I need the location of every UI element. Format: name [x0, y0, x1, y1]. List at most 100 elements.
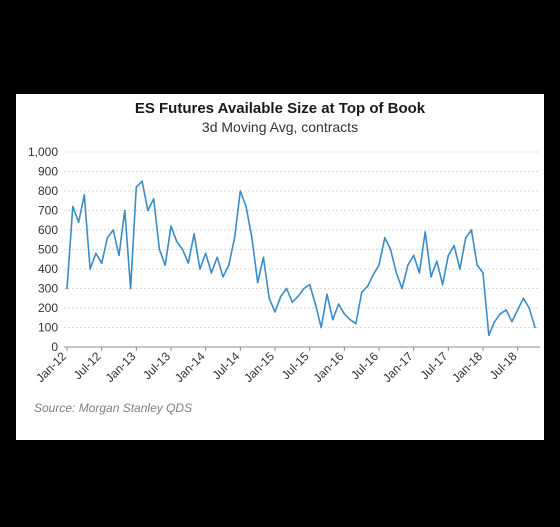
data-point — [193, 233, 195, 235]
data-point — [360, 291, 363, 294]
x-tick-label: Jul-14 — [209, 349, 242, 382]
data-point — [320, 326, 323, 329]
data-point — [499, 313, 502, 315]
data-point — [152, 198, 155, 200]
y-tick-label: 200 — [38, 301, 58, 315]
data-point — [118, 254, 120, 257]
data-point — [100, 262, 103, 264]
data-point — [355, 322, 357, 325]
data-point — [268, 297, 271, 300]
data-point — [430, 276, 432, 278]
data-point — [401, 287, 403, 290]
data-point — [435, 260, 438, 262]
data-point — [187, 262, 190, 264]
data-point — [297, 295, 299, 298]
data-point — [233, 237, 236, 239]
data-point — [175, 240, 178, 243]
y-tick-label: 900 — [38, 165, 58, 179]
data-point — [123, 209, 126, 212]
data-point — [95, 252, 97, 255]
data-point — [106, 237, 109, 239]
data-point — [227, 264, 230, 266]
data-point — [216, 256, 219, 259]
data-point — [464, 237, 467, 239]
data-point — [407, 264, 409, 266]
data-point — [331, 318, 334, 321]
data-point — [528, 307, 531, 309]
data-point — [285, 287, 288, 290]
data-point — [303, 287, 305, 290]
data-point — [424, 231, 427, 233]
x-tick-label: Jul-12 — [71, 349, 104, 382]
data-point — [349, 318, 351, 321]
x-tick-label: Jan-15 — [241, 349, 277, 385]
data-point — [279, 295, 282, 298]
y-tick-label: 600 — [38, 223, 58, 237]
data-point — [245, 205, 247, 208]
x-tick-label: Jan-13 — [103, 349, 139, 385]
data-point — [383, 237, 386, 239]
data-point — [83, 194, 86, 196]
chart-subtitle: 3d Moving Avg, contracts — [201, 119, 359, 135]
data-point — [170, 225, 172, 227]
data-point — [476, 264, 479, 266]
data-point — [204, 252, 207, 255]
y-tick-label: 1,000 — [28, 145, 58, 159]
data-point — [372, 274, 375, 276]
data-point — [199, 268, 201, 270]
data-point — [493, 320, 496, 323]
x-tick-label: Jul-13 — [140, 349, 173, 382]
data-point — [112, 229, 115, 231]
data-point — [453, 244, 455, 247]
data-point — [77, 221, 80, 223]
series-line — [66, 180, 536, 337]
data-point — [129, 287, 132, 290]
data-point — [291, 301, 294, 303]
y-tick-label: 300 — [38, 282, 58, 296]
data-point — [326, 293, 328, 296]
y-axis: 0 100 200 300 400 500 600 700 800 900 1,000 — [28, 145, 58, 354]
data-point — [366, 285, 369, 288]
x-tick-label: Jul-18 — [487, 349, 520, 382]
data-point — [135, 186, 138, 188]
y-tick-label: 0 — [51, 340, 58, 354]
x-tick-label: Jan-18 — [449, 349, 485, 385]
chart-panel: ES Futures Available Size at Top of Book… — [16, 94, 544, 440]
data-point — [389, 248, 392, 251]
y-tick-label: 500 — [38, 243, 58, 257]
y-tick-label: 700 — [38, 204, 58, 218]
data-point — [418, 272, 421, 274]
data-point — [308, 283, 311, 286]
data-point — [239, 190, 242, 192]
gridlines — [64, 151, 540, 348]
data-point — [181, 248, 184, 251]
data-point — [516, 309, 519, 311]
data-point — [164, 264, 167, 266]
data-point — [522, 297, 525, 300]
chart-title: ES Futures Available Size at Top of Book — [134, 100, 426, 117]
x-tick-label: Jan-12 — [33, 349, 69, 385]
data-point — [511, 320, 513, 323]
data-point — [210, 272, 213, 274]
data-point — [378, 264, 380, 266]
data-point — [274, 311, 276, 313]
data-point — [256, 281, 259, 284]
data-point — [66, 287, 68, 290]
line-chart: 0 100 200 300 400 500 600 700 800 900 1,000 Jan-12… — [28, 145, 540, 385]
data-point — [147, 209, 149, 212]
data-point — [470, 229, 473, 231]
source-note: Source: Morgan Stanley QDS — [34, 401, 193, 415]
x-tick-label: Jul-15 — [279, 349, 312, 382]
series-lines — [66, 180, 536, 337]
x-tick-label: Jan-17 — [380, 349, 416, 385]
data-point — [395, 272, 398, 274]
data-point — [487, 334, 490, 337]
data-point — [262, 256, 265, 259]
data-point — [337, 303, 340, 305]
data-point — [222, 276, 224, 278]
y-tick-label: 800 — [38, 184, 58, 198]
data-point — [71, 205, 74, 208]
data-point — [343, 313, 346, 315]
data-point — [505, 309, 507, 311]
